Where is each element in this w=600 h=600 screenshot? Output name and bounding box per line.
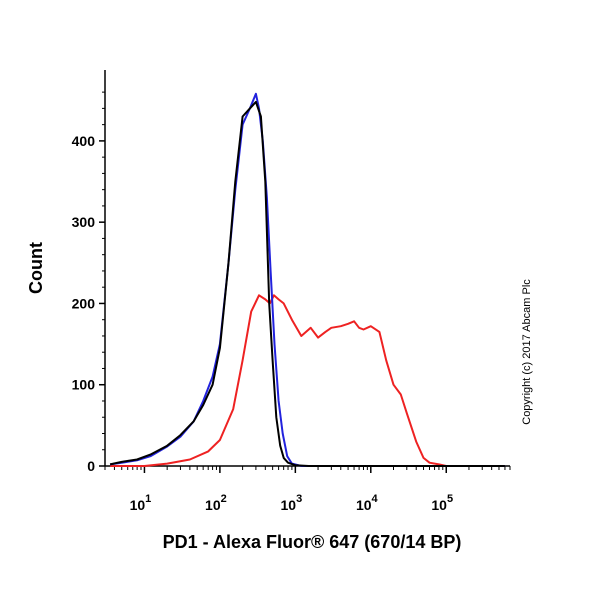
copyright-annotation: Copyright (c) 2017 Abcam Plc	[521, 279, 533, 425]
x-tick-label: 104	[356, 493, 379, 513]
y-tick-label: 200	[72, 295, 96, 311]
y-axis-ticks: 0 100 200 300 400	[72, 91, 105, 474]
x-axis-label: PD1 - Alexa Fluor® 647 (670/14 BP)	[163, 532, 462, 552]
x-tick-label: 101	[130, 493, 152, 513]
y-tick-label: 400	[72, 133, 96, 149]
y-axis-label: Count	[26, 242, 46, 294]
y-tick-label: 0	[87, 458, 95, 474]
x-axis-ticks: 101 102 103 104 105	[104, 466, 511, 513]
plot-area: 0 100 200 300 400 101 102 103 104 105	[72, 70, 511, 513]
x-tick-label: 105	[431, 493, 453, 513]
y-tick-label: 300	[72, 214, 96, 230]
blue-histogram-line	[109, 92, 505, 467]
black-histogram-line	[109, 100, 505, 467]
series-layer	[109, 92, 505, 467]
x-tick-label: 102	[205, 493, 227, 513]
red-histogram-line	[110, 294, 505, 467]
x-tick-label: 103	[280, 493, 302, 513]
y-tick-label: 100	[72, 377, 96, 393]
